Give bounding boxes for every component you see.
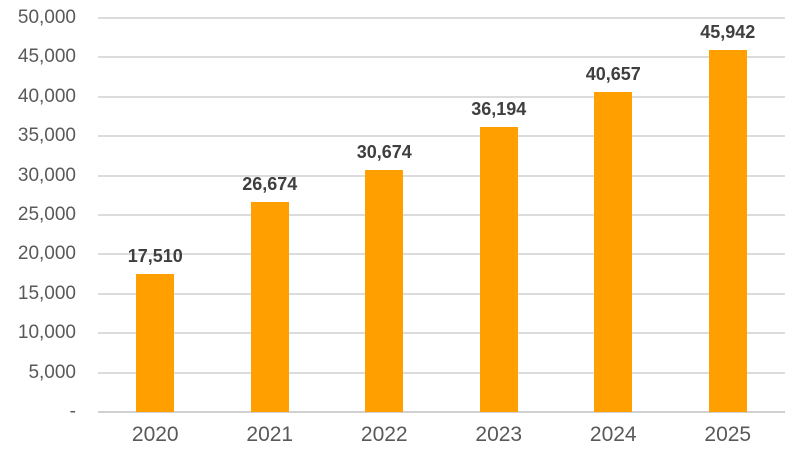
y-axis-tick-label: 45,000 (17, 46, 76, 68)
y-axis-tick-label: 30,000 (17, 164, 76, 186)
gridline (98, 135, 785, 138)
gridline (98, 95, 785, 98)
data-label-2024: 40,657 (585, 63, 641, 84)
gridline (98, 17, 785, 19)
bar-2022 (365, 170, 404, 412)
bar-2020 (136, 274, 175, 412)
x-axis-tick-label-2021: 2021 (246, 423, 294, 446)
y-axis-tick-label: 25,000 (17, 204, 76, 225)
y-axis-tick-label: 20,000 (17, 243, 76, 265)
data-label-2022: 30,674 (356, 142, 412, 163)
x-axis-line (98, 411, 785, 413)
y-axis-tick-label: 10,000 (17, 322, 76, 344)
x-axis-tick-label-2020: 2020 (131, 423, 179, 446)
data-label-2020: 17,510 (127, 246, 183, 267)
bar-2023 (479, 126, 518, 412)
x-axis-tick-label-2022: 2022 (360, 423, 408, 446)
gridline (98, 332, 785, 335)
bar-2024 (594, 91, 633, 412)
y-axis-tick-label: 5,000 (28, 361, 76, 383)
y-axis-tick-label: 15,000 (17, 282, 76, 304)
bar-2021 (250, 201, 289, 412)
gridline (98, 174, 785, 177)
data-label-2025: 45,942 (700, 21, 756, 42)
data-label-2023: 36,194 (471, 98, 527, 119)
x-axis-tick-label-2024: 2024 (589, 423, 637, 446)
x-axis-tick-label-2025: 2025 (704, 423, 752, 446)
data-label-2021: 26,674 (242, 173, 298, 194)
gridline (98, 371, 785, 374)
x-axis-tick-label-2023: 2023 (475, 423, 523, 446)
y-axis-tick-label: 50,000 (17, 7, 76, 28)
gridline (98, 253, 785, 256)
y-axis-tick-label: 35,000 (17, 125, 76, 147)
y-axis-tick-label: 40,000 (17, 85, 76, 107)
y-axis-tick-label: - (69, 401, 76, 422)
bar-2025 (708, 49, 747, 412)
gridline (98, 292, 785, 295)
gridline (98, 214, 785, 216)
gridline (98, 56, 785, 59)
